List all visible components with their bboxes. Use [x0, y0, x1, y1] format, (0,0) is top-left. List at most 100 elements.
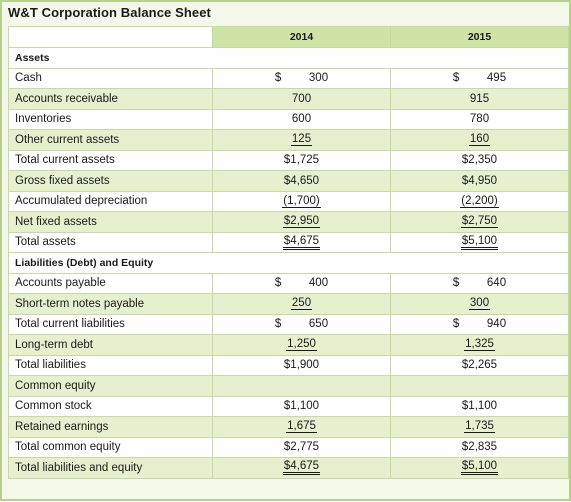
row-label: Common equity [8, 375, 213, 397]
row-label: Other current assets [8, 129, 213, 151]
table-row: Total assets $4,675 $5,100 [8, 231, 569, 253]
value-wrap: 300 [468, 297, 491, 311]
value-text: 1,250 [286, 338, 317, 352]
value-cell-2015: $1,100 [390, 395, 569, 417]
table-row: Short-term notes payable 250 300 [8, 293, 569, 315]
section-row: Assets [8, 47, 569, 69]
value-cell-2015: $2,750 [390, 211, 569, 233]
value-cell-2014: 250 [212, 293, 391, 315]
value-text: 600 [291, 113, 312, 126]
page-title: W&T Corporation Balance Sheet [8, 5, 211, 20]
value-text: $4,950 [461, 174, 498, 187]
value-wrap: $1,900 [284, 359, 319, 371]
value-text: $2,775 [283, 441, 320, 454]
value-text: 1,735 [464, 420, 495, 434]
value-text: 495 [486, 72, 507, 85]
row-label: Common stock [8, 395, 213, 417]
value-text: $4,675 [282, 235, 321, 250]
value-text: 640 [486, 277, 507, 290]
header-year-2014: 2014 [212, 26, 391, 48]
dollar-sign: $ [452, 318, 460, 331]
value-text: (1,700) [282, 194, 321, 208]
value-text: 400 [308, 277, 329, 290]
value-text: $2,265 [461, 359, 498, 372]
value-wrap: $495 [453, 72, 506, 84]
value-cell-2015: $2,835 [390, 436, 569, 458]
value-wrap: $650 [275, 318, 328, 330]
value-text: $2,835 [461, 441, 498, 454]
table-row: Retained earnings 1,675 1,735 [8, 416, 569, 438]
value-cell-2014: $650 [212, 313, 391, 335]
value-cell-2015: $4,950 [390, 170, 569, 192]
row-label: Cash [8, 67, 213, 89]
value-text: $2,750 [460, 215, 499, 229]
value-cell-2014: 600 [212, 108, 391, 130]
value-cell-2015: $2,265 [390, 354, 569, 376]
value-wrap: $2,265 [462, 359, 497, 371]
row-label: Total assets [8, 231, 213, 253]
value-cell-2014: $1,725 [212, 149, 391, 171]
row-label: Retained earnings [8, 416, 213, 438]
value-cell-2014: $2,775 [212, 436, 391, 458]
value-cell-2014: (1,700) [212, 190, 391, 212]
value-wrap: 600 [292, 113, 311, 125]
dollar-sign: $ [452, 72, 460, 85]
value-wrap: 915 [470, 93, 489, 105]
value-text: $5,100 [460, 235, 499, 250]
value-wrap: (2,200) [460, 195, 499, 208]
section-label: Liabilities (Debt) and Equity [8, 252, 569, 274]
value-wrap: $4,675 [282, 460, 321, 476]
header-year-2015: 2015 [390, 26, 569, 48]
table-row: Accounts payable $400 $640 [8, 272, 569, 294]
value-cell-2015: (2,200) [390, 190, 569, 212]
value-text: $4,675 [282, 460, 321, 476]
value-wrap: $940 [453, 318, 506, 330]
section-row: Liabilities (Debt) and Equity [8, 252, 569, 274]
value-text: $1,100 [283, 400, 320, 413]
value-cell-2015: 915 [390, 88, 569, 110]
table-row: Total common equity $2,775 $2,835 [8, 436, 569, 458]
value-cell-2015: $5,100 [390, 457, 569, 479]
value-wrap: (1,700) [282, 194, 321, 208]
value-text: $2,350 [461, 154, 498, 167]
row-label: Gross fixed assets [8, 170, 213, 192]
value-wrap: $1,100 [284, 400, 319, 412]
value-text: $1,100 [461, 400, 498, 413]
dollar-sign: $ [274, 277, 282, 290]
value-text: 915 [469, 92, 490, 105]
value-cell-2014: $4,675 [212, 457, 391, 479]
value-wrap: 780 [470, 113, 489, 125]
row-label: Total current assets [8, 149, 213, 171]
value-cell-2015: $5,100 [390, 231, 569, 253]
value-text: 160 [468, 133, 491, 147]
value-cell-2015: 1,325 [390, 334, 569, 356]
balance-sheet-table: 2014 2015 Assets Cash $300 $495 Accounts rec… [8, 26, 569, 479]
value-text: 300 [468, 297, 491, 311]
table-row: Total liabilities $1,900 $2,265 [8, 354, 569, 376]
value-cell-2015: $495 [390, 67, 569, 89]
row-label: Accounts payable [8, 272, 213, 294]
value-cell-2014: $300 [212, 67, 391, 89]
value-text: 250 [290, 297, 313, 311]
value-cell-2014: $4,650 [212, 170, 391, 192]
value-wrap: 1,250 [286, 338, 317, 352]
value-cell-2014 [212, 375, 391, 397]
row-label: Accumulated depreciation [8, 190, 213, 212]
value-cell-2014: $2,950 [212, 211, 391, 233]
value-cell-2015: 300 [390, 293, 569, 315]
value-text: $2,950 [282, 215, 321, 229]
value-text: 300 [308, 72, 329, 85]
value-wrap: $4,675 [282, 235, 321, 250]
value-text: 780 [469, 113, 490, 126]
value-cell-2015: $940 [390, 313, 569, 335]
table-row: Common stock $1,100 $1,100 [8, 395, 569, 417]
value-wrap: 1,675 [286, 420, 317, 434]
table-row: Gross fixed assets $4,650 $4,950 [8, 170, 569, 192]
value-cell-2014: $1,100 [212, 395, 391, 417]
value-wrap: $640 [453, 277, 506, 289]
value-wrap: $5,100 [460, 235, 499, 250]
value-text: $1,725 [283, 154, 320, 167]
value-text: 125 [290, 133, 313, 147]
table-row: Inventories 600 780 [8, 108, 569, 130]
